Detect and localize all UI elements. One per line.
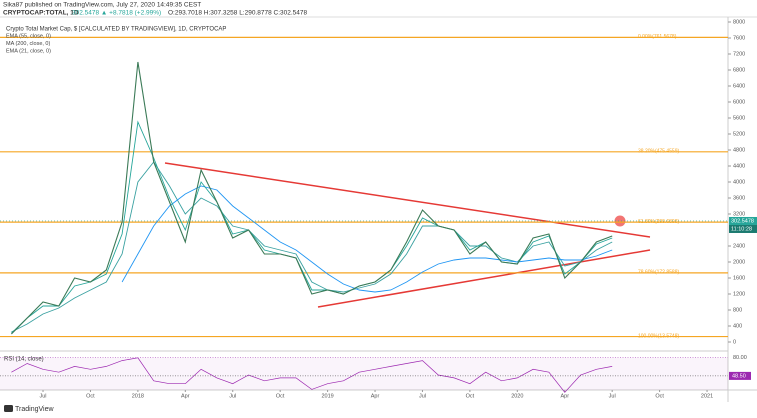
fib-label: 0.00%(761.5678) [638, 34, 677, 40]
rsi-last-tag [729, 371, 751, 380]
x-tick-label: Jul [40, 393, 47, 399]
publisher: Sika87 published on TradingView.com, Jul… [3, 2, 201, 9]
x-tick-label: Jul [229, 393, 236, 399]
y-tick-label: 400 [733, 323, 742, 329]
y-tick-label: 3200 [733, 211, 745, 217]
x-tick-label: 2020 [511, 393, 523, 399]
y-tick-label: 6000 [733, 99, 745, 105]
fib-label: 100.00%(13.5748) [638, 333, 679, 339]
y-tick-label: 4800 [733, 147, 745, 153]
y-tick-label: 2000 [733, 259, 745, 265]
y-tick-label: 0 [733, 339, 736, 345]
upper-trendline [164, 162, 651, 238]
brand-logo: TradingView [4, 405, 54, 413]
last-price-tag [729, 216, 757, 225]
fib-label: 78.60%(172.8588) [638, 270, 679, 276]
indicator-line [121, 185, 613, 293]
y-tick-label: 2400 [733, 243, 745, 249]
rsi-label: RSI (14, close) [4, 357, 44, 363]
ohlc: O:293.7018 H:307.3258 L:290.8778 C:302.5… [168, 10, 308, 17]
y-tick-label: 6400 [733, 83, 745, 89]
price-line [11, 61, 613, 335]
y-tick-label: 7200 [733, 51, 745, 57]
breakout-marker [614, 215, 626, 227]
legend-entry: EMA (55, close, 0) [6, 33, 51, 39]
x-tick-label: 2019 [321, 393, 333, 399]
symbol: CRYPTOCAP:TOTAL, 1D [3, 10, 79, 17]
y-tick-label: 5600 [733, 115, 745, 121]
indicator-line [11, 161, 613, 333]
x-tick-label: Jul [609, 393, 616, 399]
countdown: 11:10:28 [731, 226, 752, 232]
rsi-line [11, 357, 613, 393]
x-tick-label: Apr [371, 393, 380, 399]
x-tick-label: 2018 [132, 393, 144, 399]
rsi-last-label: 48.50 [732, 373, 746, 379]
x-tick-label: Oct [276, 393, 285, 399]
x-tick-label: Oct [655, 393, 664, 399]
lower-trendline [317, 249, 651, 308]
x-tick-label: Oct [86, 393, 95, 399]
brand: TradingView [15, 406, 54, 413]
y-tick-label: 5200 [733, 131, 745, 137]
rsi-tick-label: 80.00 [733, 355, 747, 361]
legend-entry: MA (200, close, 0) [6, 41, 50, 47]
y-tick-label: 4400 [733, 163, 745, 169]
chart-title: Crypto Total Market Cap, $ [CALCULATED B… [6, 27, 226, 33]
x-tick-label: Apr [560, 393, 569, 399]
x-tick-label: Jul [419, 393, 426, 399]
y-tick-label: 1200 [733, 291, 745, 297]
y-tick-label: 1600 [733, 275, 745, 281]
x-tick-label: Apr [181, 393, 190, 399]
last-price-label: 302.5478 [731, 218, 754, 224]
fib-label: 61.80%(299.6898) [638, 219, 679, 225]
change: 302.5478 ▲ +8.7818 (+2.99%) [72, 10, 161, 17]
rsi-band [0, 357, 728, 390]
y-tick-label: 800 [733, 307, 742, 313]
y-tick-label: 8000 [733, 19, 745, 25]
y-tick-label: 3600 [733, 195, 745, 201]
x-tick-label: Oct [466, 393, 475, 399]
x-tick-label: 2021 [701, 393, 713, 399]
countdown-tag [729, 224, 757, 233]
y-tick-label: 4000 [733, 179, 745, 185]
logo-icon [4, 405, 13, 412]
fib-label: 38.20%(475.4559) [638, 149, 679, 155]
y-tick-label: 6800 [733, 67, 745, 73]
legend-entry: EMA (21, close, 0) [6, 48, 51, 54]
y-tick-label: 7600 [733, 35, 745, 41]
